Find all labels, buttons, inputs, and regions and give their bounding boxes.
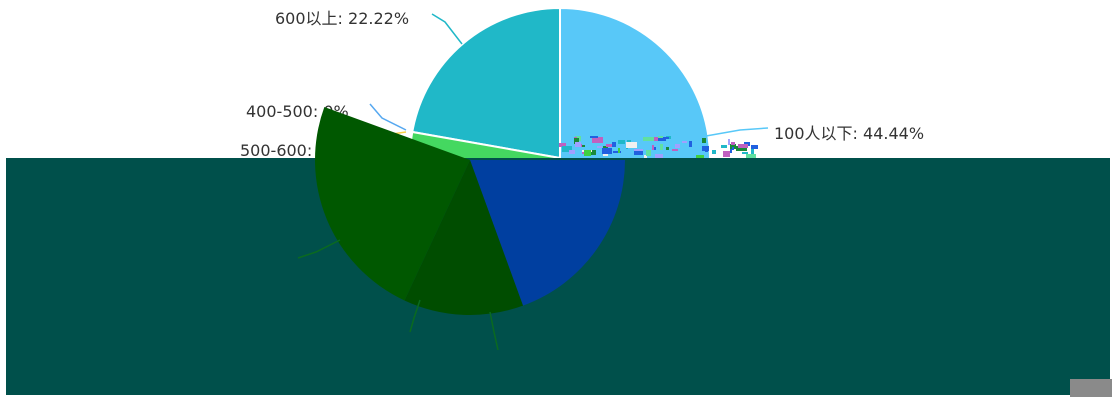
leader-line-over-600 [431, 13, 463, 45]
glitch-fragment [603, 146, 608, 148]
glitch-fragment [666, 147, 669, 150]
glitch-fragment [742, 152, 748, 154]
glitch-fragment [731, 142, 735, 145]
glitch-fragment [575, 142, 581, 147]
glitch-fragment [574, 138, 579, 144]
glitch-fragment [653, 147, 656, 150]
glitch-fragment [712, 150, 716, 154]
glitch-fragment [730, 144, 736, 149]
glitch-fragment [746, 154, 756, 158]
glitch-fragment [655, 154, 663, 158]
glitch-fragment [643, 137, 654, 141]
glitch-fragment [618, 140, 625, 144]
slice-label-under-100: 100人以下: 44.44% [774, 124, 924, 143]
glitch-fragment [613, 151, 621, 153]
glitch-fragment [612, 142, 616, 147]
glitch-fragment [723, 151, 730, 157]
corrupted-strip [558, 136, 758, 158]
glitch-fragment [569, 150, 575, 154]
glitch-fragment [559, 143, 566, 147]
glitch-fragment [654, 137, 658, 141]
glitch-fragment [672, 149, 678, 151]
glitch-fragment [751, 149, 754, 154]
glitch-fragment [728, 139, 730, 145]
glitch-fragment [597, 146, 602, 148]
corner-block [1070, 379, 1112, 397]
glitch-fragment [730, 150, 732, 153]
overlay-band [6, 158, 1110, 395]
glitch-fragment [663, 137, 669, 139]
slice-label-over-600: 600以上: 22.22% [275, 9, 409, 28]
glitch-fragment [675, 144, 680, 148]
glitch-fragment [732, 147, 734, 149]
glitch-fragment [644, 155, 647, 158]
glitch-fragment [634, 151, 643, 155]
glitch-fragment [592, 137, 603, 143]
glitch-fragment [660, 144, 663, 150]
glitch-fragment [584, 150, 591, 156]
glitch-fragment [689, 141, 692, 147]
leader-line-under-100 [705, 127, 769, 137]
glitch-fragment [588, 150, 596, 155]
leader-line-400-500 [369, 103, 407, 131]
glitch-fragment [590, 136, 598, 138]
glitch-fragment [626, 142, 637, 148]
glitch-fragment [646, 150, 651, 156]
glitch-fragment [658, 136, 663, 138]
glitch-fragment [602, 148, 612, 154]
glitch-fragment [736, 146, 747, 151]
glitch-fragment [634, 149, 643, 152]
glitch-fragment [606, 144, 613, 147]
glitch-fragment [696, 155, 704, 158]
glitch-fragment [562, 146, 572, 152]
slice-label-400-500: 400-500: 0% [246, 102, 349, 121]
leader-line-500-600 [361, 131, 407, 147]
glitch-fragment [738, 144, 748, 148]
glitch-fragment [635, 152, 638, 155]
glitch-fragment [618, 148, 620, 153]
glitch-fragment [721, 145, 727, 148]
glitch-fragment [682, 141, 687, 143]
glitch-fragment [702, 138, 706, 143]
glitch-fragment [751, 145, 758, 149]
glitch-fragment [656, 137, 666, 141]
glitch-fragment [702, 146, 709, 151]
glitch-fragment [652, 145, 654, 150]
